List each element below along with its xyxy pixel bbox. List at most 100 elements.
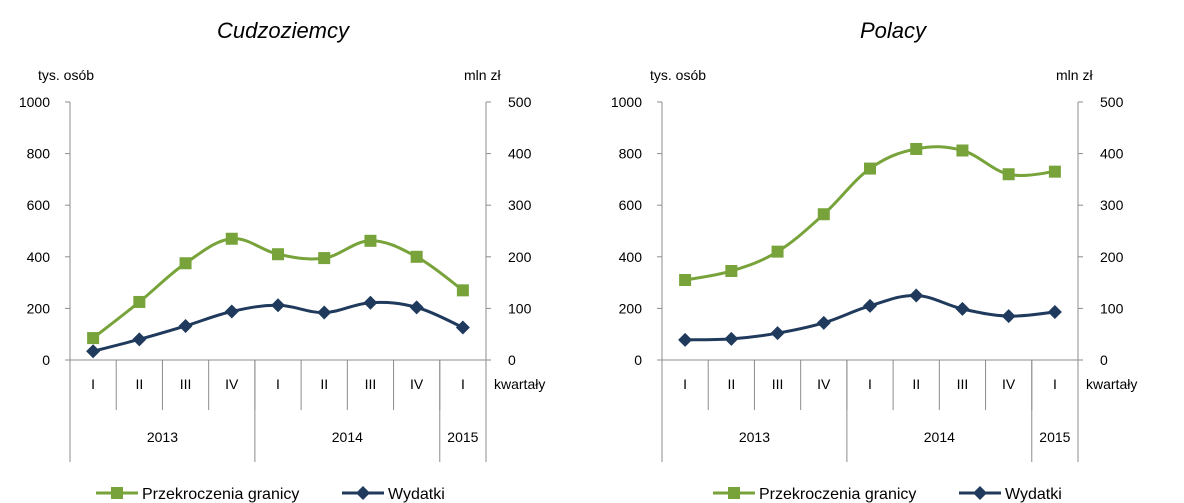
right-tick-label: 300 (1100, 197, 1124, 213)
year-label: 2015 (447, 429, 478, 445)
left-tick-label: 0 (634, 352, 642, 368)
chart-cudzoziemcy-svg: Cudzoziemcy tys. osób mln zł 0 200 400 600 800 1… (19, 18, 546, 503)
legend-marker-square (728, 487, 740, 499)
data-point-diamond (363, 295, 378, 310)
data-point-square (225, 232, 238, 245)
right-tick-label: 100 (508, 300, 532, 316)
data-point-diamond (86, 344, 101, 359)
data-point-diamond (178, 318, 193, 333)
data-point-diamond (1047, 305, 1062, 320)
data-point-square (910, 142, 923, 155)
data-point-square (1002, 168, 1015, 181)
right-tick-label: 200 (508, 249, 532, 265)
quarter-label: III (957, 376, 969, 392)
data-point-square (725, 264, 738, 277)
data-point-square (410, 250, 423, 263)
left-tick-label: 1000 (19, 94, 50, 110)
quarter-label: I (683, 376, 687, 392)
quarter-label: I (1053, 376, 1057, 392)
quarter-label: IV (410, 376, 424, 392)
chart-polacy: Polacy tys. osób mln zł 0 200 400 600 800 1000 0 1… (592, 0, 1184, 503)
quarter-label: I (276, 376, 280, 392)
year-label: 2015 (1039, 429, 1070, 445)
right-tick-label: 0 (1100, 352, 1108, 368)
year-label: 2013 (147, 429, 178, 445)
legend-marker-diamond (356, 486, 370, 500)
data-point-square (817, 208, 830, 221)
quarter-label: III (772, 376, 784, 392)
data-point-diamond (224, 304, 239, 319)
quarter-label: II (320, 376, 328, 392)
data-point-square (364, 234, 377, 247)
quarter-label: II (727, 376, 735, 392)
right-tick-label: 400 (508, 146, 532, 162)
data-point-diamond (909, 288, 924, 303)
left-tick-label: 200 (619, 300, 643, 316)
data-point-square (318, 252, 331, 265)
data-point-square (956, 144, 969, 157)
legend-label: Przekroczenia granicy (142, 486, 299, 503)
data-point-square (456, 284, 469, 297)
legend-label: Przekroczenia granicy (759, 486, 916, 503)
quarter-label: I (868, 376, 872, 392)
left-tick-label: 200 (27, 300, 51, 316)
right-tick-label: 200 (1100, 249, 1124, 265)
left-axis-label: tys. osób (38, 67, 94, 83)
year-label: 2013 (739, 429, 770, 445)
right-tick-label: 300 (508, 197, 532, 213)
right-axis-label: mln zł (464, 67, 501, 83)
right-tick-label: 400 (1100, 146, 1124, 162)
legend-label: Wydatki (1005, 486, 1062, 503)
data-point-diamond (770, 326, 785, 341)
data-point-diamond (863, 298, 877, 313)
data-point-square (771, 245, 784, 258)
quarter-label: III (180, 376, 192, 392)
chart-title: Polacy (860, 18, 928, 43)
year-label: 2014 (924, 429, 955, 445)
chart-title: Cudzoziemcy (217, 18, 351, 43)
left-axis-label: tys. osób (650, 67, 706, 83)
x-axis-label: kwartały (1086, 376, 1137, 392)
data-point-square (179, 257, 192, 270)
data-point-square (272, 248, 284, 261)
legend-label: Wydatki (388, 486, 445, 503)
left-tick-label: 800 (619, 146, 643, 162)
right-tick-label: 500 (1100, 94, 1124, 110)
left-tick-label: 800 (27, 146, 51, 162)
left-tick-label: 1000 (611, 94, 642, 110)
chart-polacy-svg: Polacy tys. osób mln zł 0 200 400 600 800 1000 0 1… (611, 18, 1138, 503)
data-point-diamond (271, 298, 285, 313)
data-point-diamond (455, 320, 470, 335)
data-point-square (864, 162, 876, 175)
quarter-label: II (912, 376, 920, 392)
data-point-square (679, 274, 692, 287)
data-point-diamond (317, 305, 332, 320)
data-point-diamond (724, 331, 739, 346)
quarter-label: I (461, 376, 465, 392)
data-point-diamond (955, 301, 970, 316)
left-tick-label: 0 (42, 352, 50, 368)
x-axis-label: kwartały (494, 376, 545, 392)
left-tick-label: 400 (27, 249, 51, 265)
data-point-diamond (816, 315, 831, 330)
data-point-square (1048, 165, 1061, 178)
quarter-label: IV (225, 376, 239, 392)
right-tick-label: 500 (508, 94, 532, 110)
quarter-label: I (91, 376, 95, 392)
data-point-diamond (1001, 309, 1016, 324)
data-point-square (133, 295, 146, 308)
left-tick-label: 600 (619, 197, 643, 213)
data-point-diamond (678, 332, 693, 347)
right-tick-label: 0 (508, 352, 516, 368)
legend-marker-diamond (973, 486, 987, 500)
left-tick-label: 600 (27, 197, 51, 213)
left-tick-label: 400 (619, 249, 643, 265)
quarter-label: IV (817, 376, 831, 392)
data-point-square (87, 332, 100, 345)
right-axis-label: mln zł (1056, 67, 1093, 83)
data-point-diamond (409, 300, 424, 315)
year-label: 2014 (332, 429, 363, 445)
quarter-label: III (365, 376, 377, 392)
quarter-label: II (135, 376, 143, 392)
quarter-label: IV (1002, 376, 1016, 392)
